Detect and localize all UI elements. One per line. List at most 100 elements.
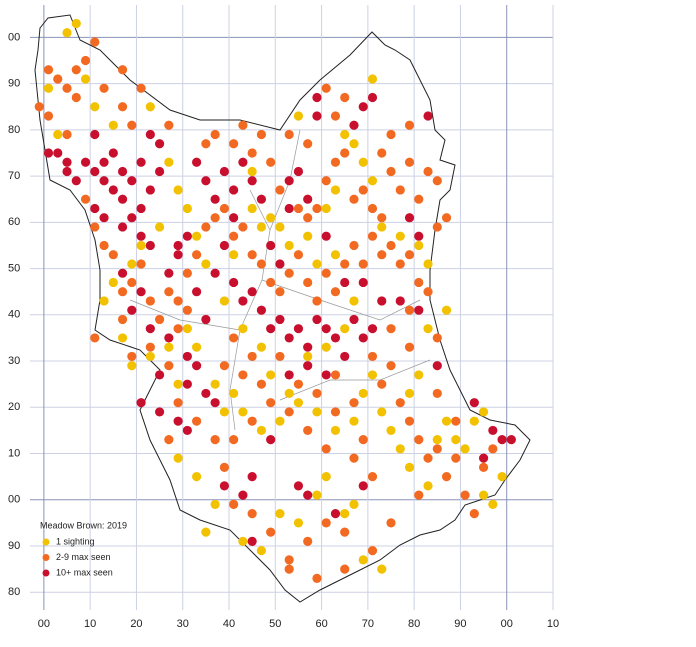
sighting-dot bbox=[432, 435, 442, 445]
sighting-dot bbox=[340, 259, 350, 269]
sighting-dot bbox=[312, 259, 322, 269]
sighting-dot bbox=[164, 287, 174, 297]
sighting-dot bbox=[127, 361, 137, 371]
sighting-dot bbox=[210, 499, 220, 509]
y-tick-label: 50 bbox=[8, 262, 20, 274]
sighting-dot bbox=[247, 166, 257, 177]
sighting-dot bbox=[164, 361, 174, 371]
sighting-dot bbox=[432, 444, 442, 454]
sighting-dot bbox=[340, 92, 350, 103]
sighting-dot bbox=[43, 65, 54, 75]
sighting-dot bbox=[293, 203, 304, 214]
sighting-dot bbox=[303, 194, 313, 204]
legend-marker bbox=[42, 569, 50, 577]
sighting-dot bbox=[441, 305, 452, 315]
sighting-dot bbox=[99, 176, 109, 186]
sighting-dot bbox=[229, 388, 239, 399]
sighting-dot bbox=[432, 361, 442, 371]
sighting-dot bbox=[229, 185, 239, 195]
sighting-dot bbox=[266, 157, 276, 167]
sighting-dot bbox=[173, 185, 183, 195]
sighting-dot bbox=[432, 333, 442, 343]
sighting-dot bbox=[330, 425, 341, 436]
sighting-dot bbox=[321, 342, 331, 352]
sighting-dot bbox=[404, 213, 415, 223]
sighting-dot bbox=[340, 509, 350, 519]
sighting-dot bbox=[247, 472, 257, 482]
sighting-dot bbox=[192, 342, 202, 352]
sighting-dot bbox=[293, 379, 304, 389]
sighting-dot bbox=[210, 268, 220, 278]
sighting-dot bbox=[182, 203, 192, 214]
sighting-dot bbox=[284, 555, 294, 565]
sighting-dot bbox=[284, 203, 294, 214]
sighting-dot bbox=[312, 314, 322, 325]
sighting-dot bbox=[256, 379, 267, 389]
sighting-dot bbox=[117, 65, 128, 75]
sighting-dot bbox=[229, 139, 239, 149]
sighting-dot bbox=[478, 453, 489, 463]
sighting-dot bbox=[145, 129, 155, 140]
y-tick-label: 10 bbox=[8, 447, 20, 459]
sighting-dot bbox=[441, 416, 452, 426]
sighting-dot bbox=[349, 194, 359, 204]
sighting-dot bbox=[303, 361, 313, 371]
sighting-dot bbox=[219, 166, 229, 177]
sighting-dot bbox=[256, 259, 267, 269]
sighting-dot bbox=[414, 490, 424, 500]
sighting-dot bbox=[284, 176, 294, 186]
sighting-dot bbox=[404, 305, 415, 315]
sighting-dot bbox=[164, 333, 174, 343]
sighting-dot bbox=[136, 240, 146, 251]
sighting-dot bbox=[340, 527, 350, 537]
sighting-dot bbox=[173, 416, 183, 426]
sighting-dot bbox=[349, 120, 359, 130]
sighting-dot bbox=[377, 213, 387, 223]
sighting-dot bbox=[201, 259, 211, 269]
sighting-dot bbox=[266, 277, 276, 288]
sighting-dot bbox=[62, 28, 72, 38]
sighting-dot bbox=[349, 398, 359, 408]
x-tick-label: 00 bbox=[38, 618, 50, 630]
sighting-dot bbox=[330, 287, 341, 297]
y-tick-label: 70 bbox=[8, 170, 20, 182]
x-tick-label: 00 bbox=[501, 618, 513, 630]
sighting-dot bbox=[497, 435, 507, 445]
sighting-dot bbox=[312, 296, 322, 306]
sighting-dot bbox=[256, 222, 267, 232]
y-tick-label: 60 bbox=[8, 216, 20, 228]
sighting-dot bbox=[53, 129, 63, 140]
x-tick-label: 20 bbox=[130, 618, 142, 630]
sighting-dot bbox=[423, 111, 433, 121]
sighting-dot bbox=[321, 472, 331, 482]
sighting-dot bbox=[117, 166, 128, 177]
sighting-dot bbox=[108, 148, 118, 158]
sighting-dot bbox=[201, 527, 211, 537]
sighting-dot bbox=[238, 370, 248, 380]
sighting-dot bbox=[219, 240, 229, 251]
sighting-dot bbox=[303, 231, 313, 241]
sighting-dot bbox=[229, 333, 239, 343]
sighting-dot bbox=[219, 462, 229, 473]
sighting-dot bbox=[90, 333, 100, 343]
sighting-dot bbox=[293, 250, 304, 260]
sighting-dot bbox=[358, 388, 368, 399]
sighting-dot bbox=[53, 148, 63, 158]
sighting-dot bbox=[441, 472, 452, 482]
sighting-dot bbox=[293, 324, 304, 334]
sighting-dot bbox=[201, 222, 211, 232]
sighting-dot bbox=[182, 305, 192, 315]
sighting-dot bbox=[136, 83, 146, 93]
sighting-dot bbox=[154, 139, 165, 149]
sighting-dot bbox=[414, 435, 424, 445]
sighting-dot bbox=[247, 536, 257, 546]
sighting-dot bbox=[478, 490, 489, 500]
sighting-dot bbox=[377, 148, 387, 158]
sighting-dot bbox=[358, 157, 368, 167]
sighting-dot bbox=[488, 444, 498, 454]
sighting-dot bbox=[386, 129, 396, 140]
sighting-dot bbox=[136, 398, 146, 408]
sighting-dot bbox=[367, 324, 378, 334]
sighting-dot bbox=[330, 333, 341, 343]
sighting-dot bbox=[71, 65, 81, 75]
